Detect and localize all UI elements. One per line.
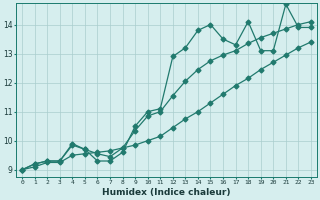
X-axis label: Humidex (Indice chaleur): Humidex (Indice chaleur) <box>102 188 231 197</box>
